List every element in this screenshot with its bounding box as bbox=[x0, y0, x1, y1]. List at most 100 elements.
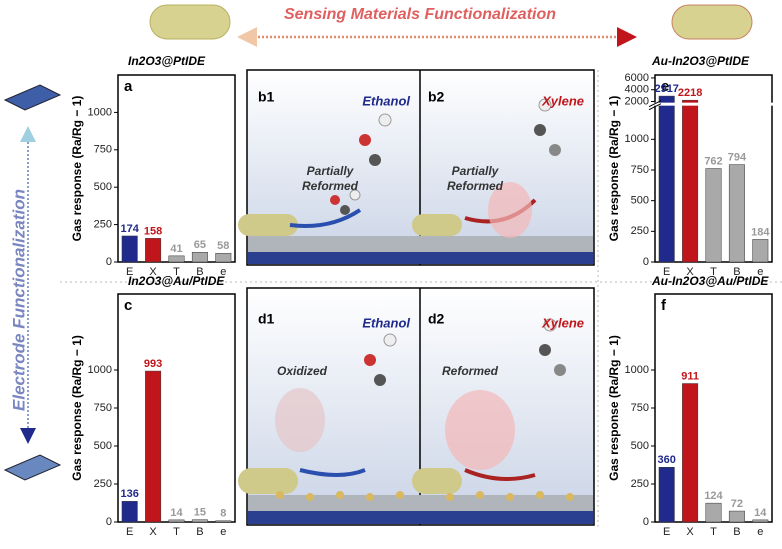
bar bbox=[682, 99, 699, 263]
panel-label: d2 bbox=[428, 311, 445, 327]
bar bbox=[168, 255, 185, 263]
y-tick-label: 750 bbox=[631, 164, 649, 176]
y-tick-label: 750 bbox=[94, 402, 112, 414]
value-label: 360 bbox=[658, 454, 676, 466]
value-label: 136 bbox=[121, 488, 139, 500]
value-label: 14 bbox=[170, 507, 183, 519]
side-label: Electrode Functionalization bbox=[9, 189, 28, 411]
y-tick-label: 0 bbox=[106, 256, 112, 268]
bar bbox=[191, 252, 208, 263]
bar bbox=[121, 235, 138, 263]
bar bbox=[191, 519, 208, 523]
value-label: 2917 bbox=[654, 83, 678, 95]
bar bbox=[215, 253, 232, 263]
x-tick-label: B bbox=[733, 266, 740, 278]
gas-label: Xylene bbox=[541, 315, 584, 330]
bar bbox=[658, 95, 675, 263]
value-label: 794 bbox=[728, 152, 747, 164]
x-tick-label: T bbox=[173, 266, 180, 278]
diagram-panel bbox=[238, 69, 595, 526]
panel-label: e bbox=[661, 78, 669, 95]
panel-label: f bbox=[661, 297, 667, 314]
bar bbox=[215, 520, 232, 523]
axis-break bbox=[648, 103, 662, 111]
y-tick-label: 2000 bbox=[625, 95, 649, 107]
y-tick-label: 250 bbox=[94, 219, 112, 231]
y-tick-label: 250 bbox=[631, 225, 649, 237]
bar bbox=[752, 239, 769, 263]
x-tick-label: T bbox=[710, 526, 717, 538]
panel-label: a bbox=[124, 78, 133, 95]
axis-break bbox=[648, 100, 662, 108]
bar bbox=[752, 519, 769, 523]
x-tick-label: E bbox=[126, 526, 133, 538]
chart-title: In2O3@PtIDE bbox=[128, 54, 206, 68]
x-tick-label: e bbox=[220, 526, 226, 538]
axis-break bbox=[649, 102, 778, 106]
panel-label: d1 bbox=[258, 311, 275, 327]
x-tick-label: E bbox=[126, 266, 133, 278]
side-decoration bbox=[3, 84, 62, 481]
charts: In2O3@PtIDE a Gas response (Ra/Rg − 1) 0 250… bbox=[70, 54, 778, 538]
x-tick-label: X bbox=[686, 266, 694, 278]
x-tick-label: e bbox=[220, 266, 226, 278]
y-tick-label: 0 bbox=[106, 516, 112, 528]
value-label: 993 bbox=[144, 358, 162, 370]
x-tick-label: E bbox=[663, 526, 670, 538]
bar bbox=[728, 164, 745, 263]
bar bbox=[682, 383, 699, 523]
value-label: 911 bbox=[681, 370, 699, 382]
x-tick-label: e bbox=[757, 526, 763, 538]
y-tick-label: 1000 bbox=[625, 133, 649, 145]
y-axis-label: Gas response (Ra/Rg − 1) bbox=[70, 96, 84, 242]
x-tick-label: E bbox=[663, 266, 670, 278]
bar bbox=[728, 510, 745, 523]
product-label: Partially bbox=[452, 164, 500, 178]
x-tick-label: X bbox=[686, 526, 694, 538]
value-label: 762 bbox=[704, 155, 722, 167]
bar bbox=[705, 502, 722, 523]
chart-title: Au-In2O3@PtIDE bbox=[651, 54, 750, 68]
y-axis-label: Gas response (Ra/Rg − 1) bbox=[607, 96, 621, 242]
y-tick-label: 250 bbox=[94, 478, 112, 490]
y-axis-label: Gas response (Ra/Rg − 1) bbox=[607, 335, 621, 481]
value-label: 72 bbox=[731, 498, 743, 510]
value-label: 41 bbox=[170, 243, 182, 255]
value-label: 124 bbox=[704, 490, 723, 502]
y-axis-label: Gas response (Ra/Rg − 1) bbox=[70, 335, 84, 481]
x-tick-label: B bbox=[196, 526, 203, 538]
panel-label: c bbox=[124, 297, 132, 314]
y-tick-label: 500 bbox=[631, 195, 649, 207]
bar bbox=[658, 467, 675, 523]
x-tick-label: B bbox=[196, 266, 203, 278]
y-tick-label: 1000 bbox=[625, 364, 649, 376]
x-tick-label: X bbox=[149, 526, 157, 538]
x-tick-label: X bbox=[149, 266, 157, 278]
x-tick-label: e bbox=[757, 266, 763, 278]
y-tick-label: 0 bbox=[643, 256, 649, 268]
bar bbox=[168, 519, 185, 523]
y-tick-label: 0 bbox=[643, 516, 649, 528]
value-label: 158 bbox=[144, 225, 162, 237]
bar bbox=[145, 238, 162, 263]
y-tick-label: 500 bbox=[631, 440, 649, 452]
gas-label: Xylene bbox=[541, 93, 584, 108]
value-label: 184 bbox=[751, 226, 770, 238]
product-label: Oxidized bbox=[277, 364, 328, 378]
panel-label: b1 bbox=[258, 89, 275, 105]
chart-title: Au-In2O3@Au/PtIDE bbox=[651, 274, 769, 288]
x-tick-label: T bbox=[710, 266, 717, 278]
top-label: Sensing Materials Functionalization bbox=[284, 6, 556, 23]
value-label: 8 bbox=[220, 508, 226, 520]
y-tick-label: 750 bbox=[631, 402, 649, 414]
bar bbox=[705, 168, 722, 263]
top-decoration bbox=[149, 4, 753, 47]
chart-title: In2O3@Au/PtIDE bbox=[128, 274, 225, 288]
y-tick-label: 750 bbox=[94, 144, 112, 156]
x-tick-label: T bbox=[173, 526, 180, 538]
gas-label: Ethanol bbox=[362, 93, 410, 108]
panel-label: b2 bbox=[428, 89, 445, 105]
y-tick-label: 500 bbox=[94, 440, 112, 452]
value-label: 14 bbox=[754, 507, 767, 519]
